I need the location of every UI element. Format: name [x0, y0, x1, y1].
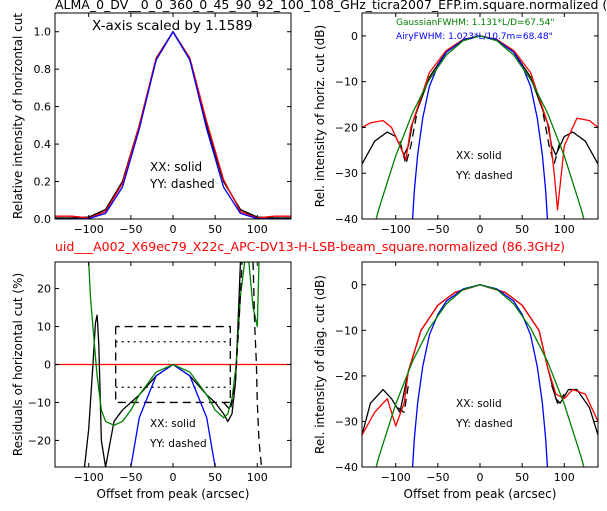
x-tick-label: 100: [247, 223, 268, 236]
y-tick-label: 0.4: [34, 138, 52, 151]
x-axis-label: Offset from peak (arcsec): [404, 487, 557, 501]
x-tick-label: −50: [426, 223, 449, 236]
x-tick-label: −50: [119, 223, 142, 236]
series-line-4: [83, 262, 243, 467]
x-tick-label: −50: [119, 471, 142, 484]
x-tick-label: 0: [477, 223, 484, 236]
section-title: uid___A002_X69ec79_X22c_APC-DV13-H-LSB-b…: [55, 239, 565, 254]
y-tick-label: 0.2: [34, 176, 52, 189]
series-line-7: [223, 262, 244, 411]
chart-annotation: YY: dashed: [455, 418, 513, 430]
y-tick-label: 0: [351, 279, 358, 292]
x-tick-label: 50: [515, 223, 529, 236]
y-tick-label: 0.0: [34, 213, 52, 226]
chart-annotation: XX: solid: [150, 160, 202, 174]
y-tick-label: −10: [335, 76, 358, 89]
x-tick-label: 100: [554, 223, 575, 236]
y-tick-label: −30: [335, 167, 358, 180]
y-tick-label: −40: [335, 461, 358, 474]
y-tick-label: 0: [44, 359, 51, 372]
plot-area: [362, 13, 598, 219]
y-tick-label: 0: [351, 30, 358, 43]
y-tick-label: −30: [335, 415, 358, 428]
y-tick-label: 1.0: [34, 26, 52, 39]
chart-annotation: XX: solid: [456, 150, 502, 162]
x-tick-label: 100: [247, 471, 268, 484]
x-tick-label: −100: [74, 471, 104, 484]
plot-area: [55, 13, 291, 219]
series-line-8: [252, 262, 263, 467]
series-line-5: [375, 35, 585, 219]
chart-annotation: YY: dashed: [149, 438, 207, 450]
x-tick-label: 0: [477, 471, 484, 484]
series-line-5: [375, 284, 585, 467]
y-tick-label: 10: [37, 321, 51, 334]
y-axis-label: Rel. intensity of horiz. cut (dB): [313, 25, 327, 207]
x-tick-label: −100: [381, 471, 411, 484]
y-tick-label: −40: [335, 213, 358, 226]
series-line-3: [55, 31, 291, 219]
chart-annotation: XX: solid: [150, 418, 196, 430]
y-tick-label: −20: [28, 434, 51, 447]
y-tick-label: −10: [28, 396, 51, 409]
chart-panel-p1: −100 −50 0 50 100 0.0 0.2 0.4 0.6 0.8 1.0 Relative …: [11, 12, 292, 236]
chart-annotation: YY: dashed: [455, 170, 513, 182]
y-tick-label: 0.6: [34, 101, 52, 114]
series-line-1: [115, 325, 231, 404]
chart-annotation: X-axis scaled by 1.1589: [92, 18, 253, 34]
y-axis-label: Rel. intensity of diag. cut (dB): [313, 275, 327, 454]
x-tick-label: 50: [515, 471, 529, 484]
y-tick-label: 20: [37, 283, 51, 296]
y-tick-label: −10: [335, 324, 358, 337]
x-tick-label: −50: [426, 471, 449, 484]
figure-title: ALMA_0_DV__0_0_360_0_45_90_92_100_108_GH…: [55, 0, 607, 12]
x-tick-label: 0: [170, 471, 177, 484]
series-line-1: [399, 113, 418, 165]
chart-annotation: XX: solid: [456, 398, 502, 410]
y-tick-label: 0.8: [34, 63, 52, 76]
series-line-6: [88, 262, 260, 426]
chart-annotation: AiryFWHM: 1.023*L/10.7m=68.48": [396, 32, 553, 42]
plot-area: [362, 262, 598, 467]
y-tick-label: −20: [335, 121, 358, 134]
x-tick-label: −100: [381, 223, 411, 236]
x-axis-label: Offset from peak (arcsec): [97, 487, 250, 501]
chart-annotation: YY: dashed: [149, 177, 215, 191]
y-tick-label: −20: [335, 370, 358, 383]
x-tick-label: −100: [74, 223, 104, 236]
x-tick-label: 0: [170, 223, 177, 236]
x-tick-label: 50: [208, 223, 222, 236]
series-line-1: [397, 384, 410, 413]
series-line-1: [55, 31, 291, 219]
chart-annotation: GaussianFWHM: 1.131*L/D=67.54": [396, 18, 554, 28]
y-axis-label: Residuals of horizontal cut (%): [11, 273, 25, 456]
x-tick-label: 100: [554, 471, 575, 484]
x-tick-label: 50: [208, 471, 222, 484]
y-axis-label: Relative intensity of horizontal cut: [11, 13, 25, 219]
